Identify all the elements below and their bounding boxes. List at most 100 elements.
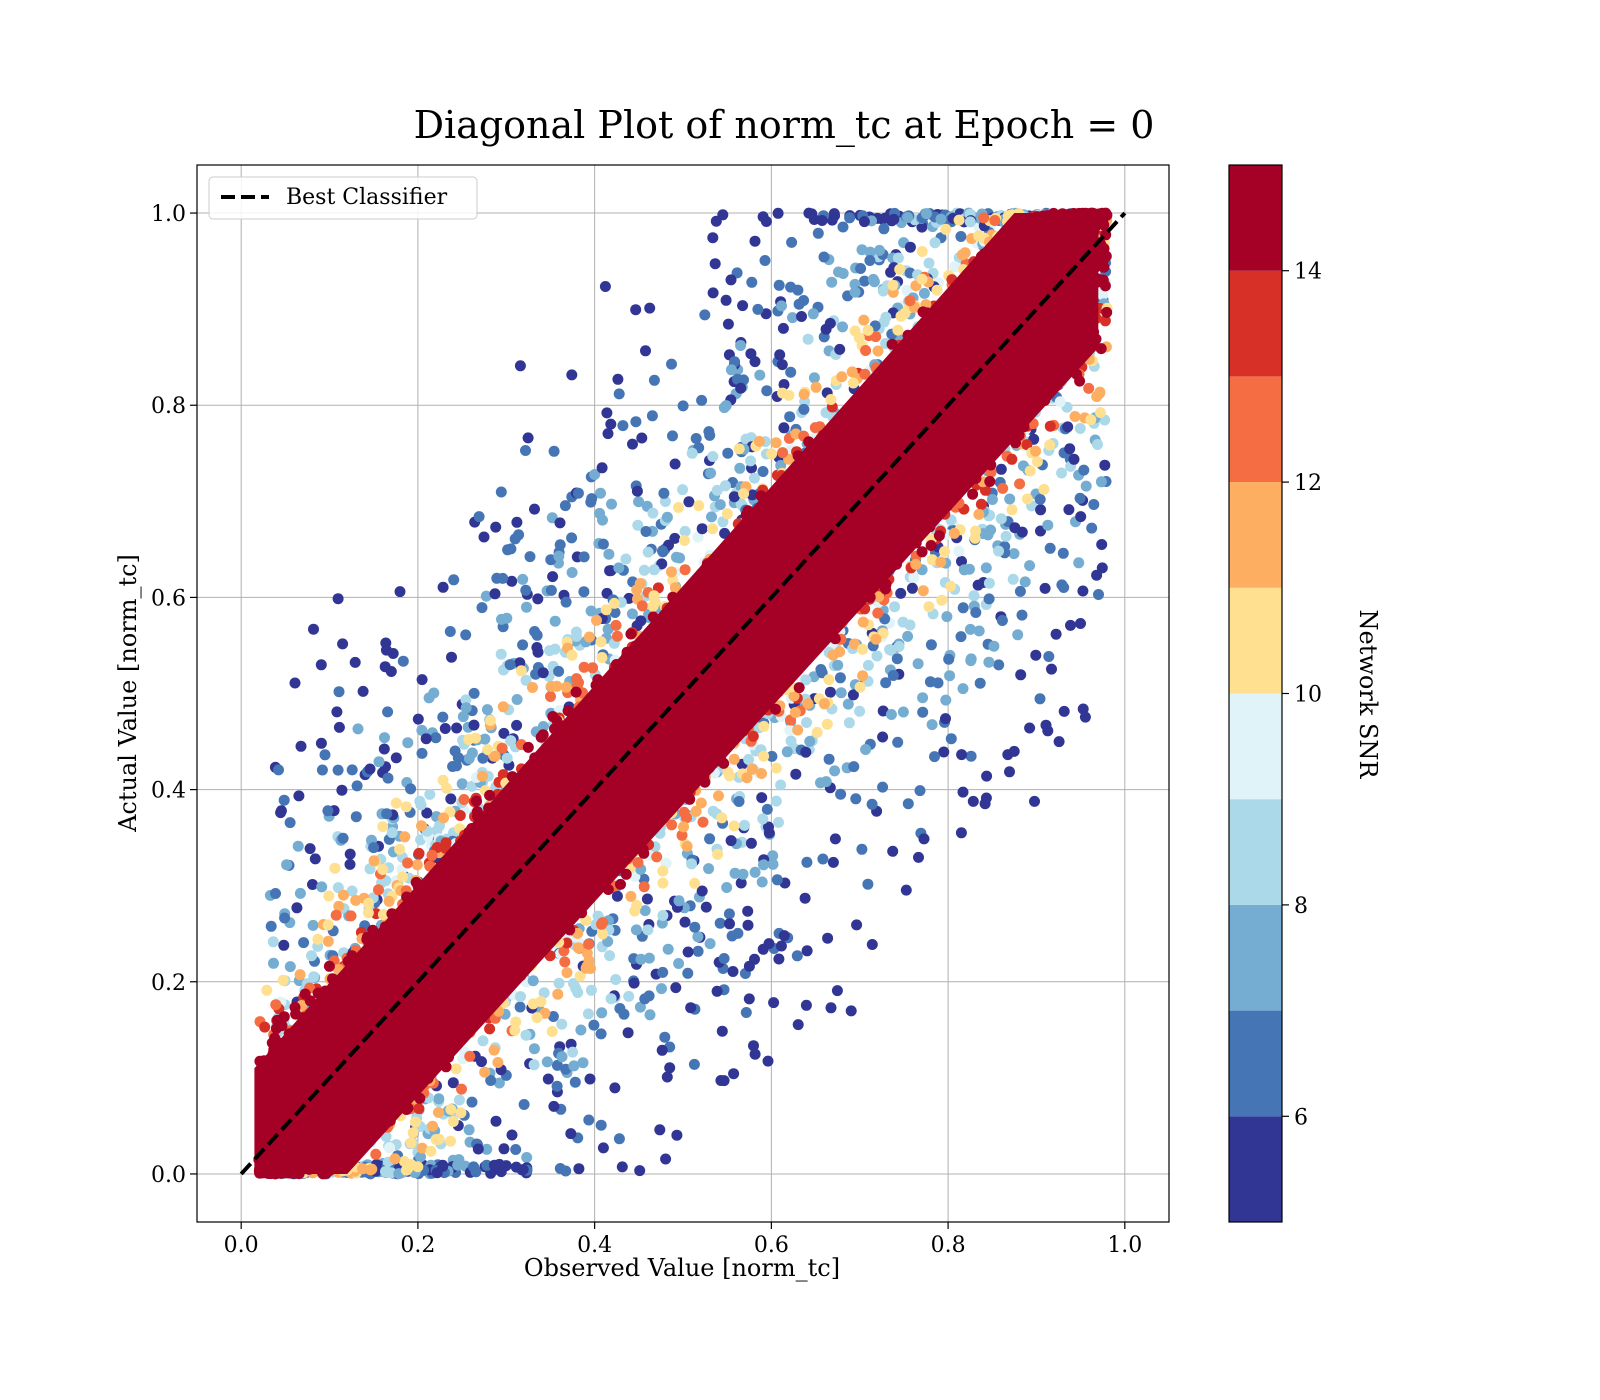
scatter-point <box>537 667 549 679</box>
scatter-point <box>620 553 632 565</box>
scatter-point <box>596 652 608 663</box>
scatter-point <box>857 616 869 628</box>
scatter-point <box>745 432 757 444</box>
scatter-point <box>856 244 868 256</box>
scatter-point <box>895 587 907 599</box>
scatter-point <box>639 905 651 917</box>
scatter-point <box>1031 456 1043 468</box>
scatter-point <box>904 241 916 253</box>
scatter-point <box>682 946 694 958</box>
scatter-point <box>394 843 406 855</box>
scatter-point <box>587 662 599 674</box>
scatter-point <box>472 1143 484 1155</box>
scatter-point <box>874 244 885 256</box>
scatter-point <box>803 207 815 219</box>
scatter-point <box>448 574 460 586</box>
scatter-point <box>820 323 832 335</box>
scatter-point <box>857 643 868 655</box>
scatter-point <box>714 499 726 511</box>
scatter-point <box>413 1103 425 1115</box>
scatter-point <box>648 374 660 386</box>
scatter-point <box>481 704 493 716</box>
scatter-point <box>916 273 928 285</box>
scatter-point <box>452 752 464 764</box>
scatter-point <box>1021 493 1033 505</box>
scatter-point <box>802 698 814 710</box>
scatter-point <box>800 674 812 686</box>
scatter-point <box>789 707 801 718</box>
scatter-point <box>793 682 805 694</box>
scatter-point <box>560 681 572 693</box>
scatter-point <box>943 653 955 665</box>
scatter-point <box>657 545 668 557</box>
scatter-point <box>591 614 602 626</box>
scatter-point <box>490 1115 502 1127</box>
scatter-point <box>716 812 728 824</box>
scatter-point <box>689 921 701 933</box>
scatter-point <box>850 793 862 805</box>
scatter-point <box>322 919 334 931</box>
scatter-point <box>1006 504 1018 516</box>
scatter-point <box>1016 526 1028 538</box>
scatter-point <box>430 1134 442 1145</box>
scatter-point <box>725 274 737 286</box>
scatter-point <box>776 300 787 312</box>
scatter-point <box>595 636 607 648</box>
scatter-point <box>902 212 914 223</box>
scatter-point <box>859 275 870 287</box>
scatter-point <box>451 722 463 734</box>
scatter-point <box>421 807 433 819</box>
scatter-point <box>957 602 969 614</box>
scatter-point <box>511 719 523 731</box>
scatter-point <box>784 724 796 736</box>
scatter-point <box>778 379 790 390</box>
scatter-point <box>1074 492 1086 504</box>
scatter-point <box>545 680 557 692</box>
scatter-point <box>265 920 277 932</box>
scatter-point <box>397 871 408 883</box>
scatter-point <box>673 895 685 907</box>
scatter-point <box>415 1151 426 1163</box>
scatter-point <box>858 314 870 326</box>
scatter-point <box>737 300 749 312</box>
scatter-point <box>788 690 800 702</box>
scatter-point <box>560 596 572 608</box>
scatter-point <box>281 859 293 871</box>
scatter-point <box>870 633 882 645</box>
scatter-point <box>463 1124 475 1136</box>
scatter-point <box>416 1142 428 1154</box>
scatter-point <box>754 369 766 381</box>
scatter-point <box>1057 547 1069 559</box>
scatter-point <box>537 721 549 732</box>
scatter-point <box>554 539 566 551</box>
scatter-point <box>447 1116 459 1127</box>
scatter-point <box>654 1124 666 1136</box>
scatter-point <box>970 525 981 537</box>
scatter-point <box>809 422 821 434</box>
scatter-point <box>1097 289 1109 301</box>
scatter-point <box>1085 414 1097 426</box>
scatter-point <box>773 816 784 828</box>
scatter-point <box>771 874 783 886</box>
scatter-point <box>416 724 428 736</box>
scatter-point <box>835 687 847 699</box>
scatter-point <box>837 221 849 233</box>
scatter-point <box>844 212 856 224</box>
scatter-point <box>489 750 501 762</box>
scatter-point <box>510 1144 522 1155</box>
scatter-point <box>608 597 620 609</box>
scatter-point <box>527 682 538 693</box>
scatter-point <box>781 746 793 758</box>
scatter-point <box>880 677 892 689</box>
scatter-point <box>445 1104 457 1115</box>
scatter-point <box>793 298 805 310</box>
scatter-point <box>696 394 708 406</box>
scatter-point <box>899 307 911 319</box>
scatter-point <box>827 856 839 868</box>
scatter-point <box>770 795 782 807</box>
scatter-point <box>832 659 844 671</box>
scatter-point <box>773 279 785 291</box>
scatter-point <box>1024 465 1036 477</box>
scatter-point <box>705 467 717 479</box>
scatter-point <box>1077 703 1089 715</box>
